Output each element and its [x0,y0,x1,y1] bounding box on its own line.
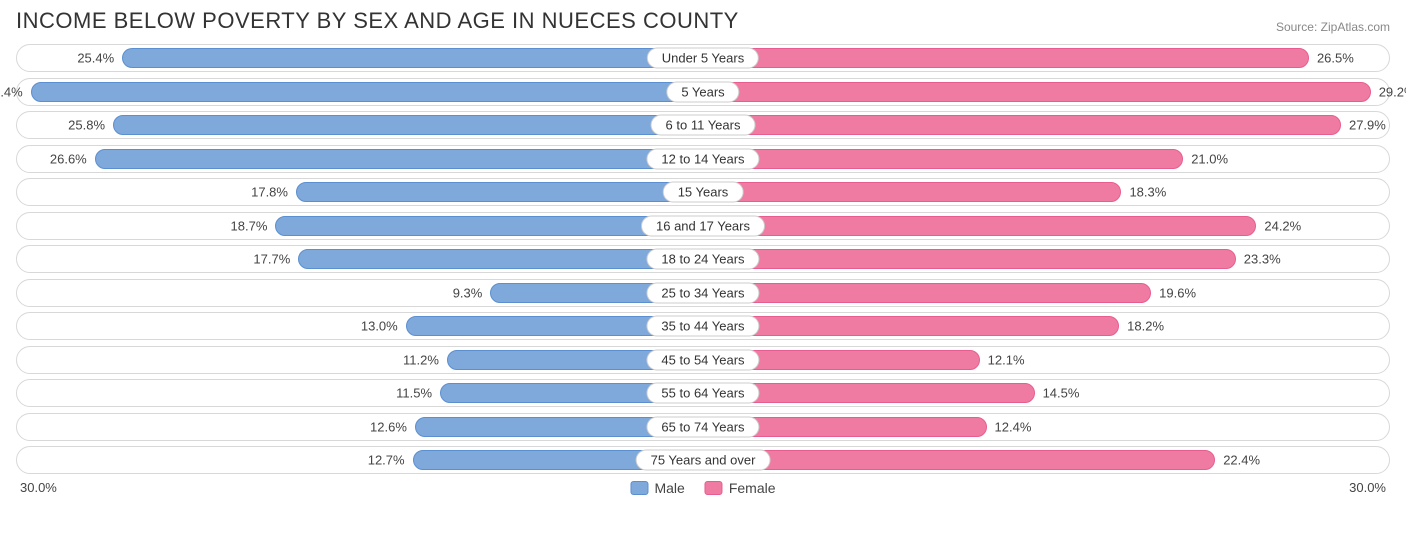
chart-footer: 30.0% Male Female 30.0% [16,480,1390,520]
male-value-label: 17.7% [253,252,290,267]
category-label: 12 to 14 Years [646,148,759,169]
female-value-label: 27.9% [1349,118,1386,133]
category-label: 18 to 24 Years [646,249,759,270]
category-label: 35 to 44 Years [646,316,759,337]
male-value-label: 18.7% [231,218,268,233]
female-value-label: 18.3% [1129,185,1166,200]
chart-row: 18.7% 24.2% 16 and 17 Years [16,212,1390,240]
chart-row: 17.8% 18.3% 15 Years [16,178,1390,206]
female-value-label: 19.6% [1159,285,1196,300]
female-value-label: 14.5% [1043,386,1080,401]
female-bar [703,82,1371,102]
chart-header: INCOME BELOW POVERTY BY SEX AND AGE IN N… [16,8,1390,34]
legend-item-female: Female [705,480,776,496]
female-value-label: 21.0% [1191,151,1228,166]
male-bar [275,216,703,236]
category-label: Under 5 Years [647,48,759,69]
category-label: 55 to 64 Years [646,383,759,404]
male-bar [95,149,703,169]
female-value-label: 12.4% [995,419,1032,434]
category-label: 65 to 74 Years [646,416,759,437]
category-label: 45 to 54 Years [646,349,759,370]
chart-row: 11.5% 14.5% 55 to 64 Years [16,379,1390,407]
female-bar [703,48,1309,68]
chart-row: 12.7% 22.4% 75 Years and over [16,446,1390,474]
female-value-label: 29.2% [1379,84,1406,99]
male-value-label: 25.8% [68,118,105,133]
female-value-label: 26.5% [1317,51,1354,66]
legend-label-male: Male [654,480,684,496]
male-value-label: 11.2% [403,352,439,367]
male-value-label: 17.8% [251,185,288,200]
male-value-label: 26.6% [50,151,87,166]
female-value-label: 18.2% [1127,319,1164,334]
male-value-label: 9.3% [453,285,483,300]
female-value-label: 23.3% [1244,252,1281,267]
chart-row: 9.3% 19.6% 25 to 34 Years [16,279,1390,307]
chart-source: Source: ZipAtlas.com [1276,20,1390,34]
male-value-label: 12.6% [370,419,407,434]
legend-item-male: Male [630,480,684,496]
legend-label-female: Female [729,480,776,496]
chart-row: 17.7% 23.3% 18 to 24 Years [16,245,1390,273]
chart-row: 25.8% 27.9% 6 to 11 Years [16,111,1390,139]
legend-swatch-male [630,481,648,495]
male-value-label: 11.5% [396,386,432,401]
male-bar [298,249,703,269]
female-bar [703,149,1183,169]
female-bar [703,115,1341,135]
chart-row: 26.6% 21.0% 12 to 14 Years [16,145,1390,173]
chart-row: 13.0% 18.2% 35 to 44 Years [16,312,1390,340]
axis-max-left: 30.0% [20,480,57,495]
female-bar [703,316,1119,336]
male-bar [113,115,703,135]
male-value-label: 25.4% [77,51,114,66]
female-bar [703,182,1121,202]
male-bar [122,48,703,68]
female-value-label: 12.1% [988,352,1025,367]
legend: Male Female [630,480,775,496]
chart-row: 12.6% 12.4% 65 to 74 Years [16,413,1390,441]
female-bar [703,450,1215,470]
category-label: 5 Years [666,81,739,102]
male-bar [31,82,703,102]
female-value-label: 24.2% [1264,218,1301,233]
category-label: 25 to 34 Years [646,282,759,303]
male-value-label: 29.4% [0,84,23,99]
female-bar [703,249,1236,269]
male-bar [296,182,703,202]
category-label: 16 and 17 Years [641,215,765,236]
axis-max-right: 30.0% [1349,480,1386,495]
male-value-label: 13.0% [361,319,398,334]
diverging-bar-chart: 25.4% 26.5% Under 5 Years 29.4%29.2%5 Years… [16,44,1390,474]
category-label: 15 Years [663,182,744,203]
female-bar [703,216,1256,236]
chart-row: 11.2% 12.1% 45 to 54 Years [16,346,1390,374]
legend-swatch-female [705,481,723,495]
chart-row: 29.4%29.2%5 Years [16,78,1390,106]
female-bar [703,283,1151,303]
female-value-label: 22.4% [1223,453,1260,468]
chart-title: INCOME BELOW POVERTY BY SEX AND AGE IN N… [16,8,739,34]
male-value-label: 12.7% [368,453,405,468]
chart-row: 25.4% 26.5% Under 5 Years [16,44,1390,72]
category-label: 6 to 11 Years [651,115,756,136]
category-label: 75 Years and over [636,450,771,471]
